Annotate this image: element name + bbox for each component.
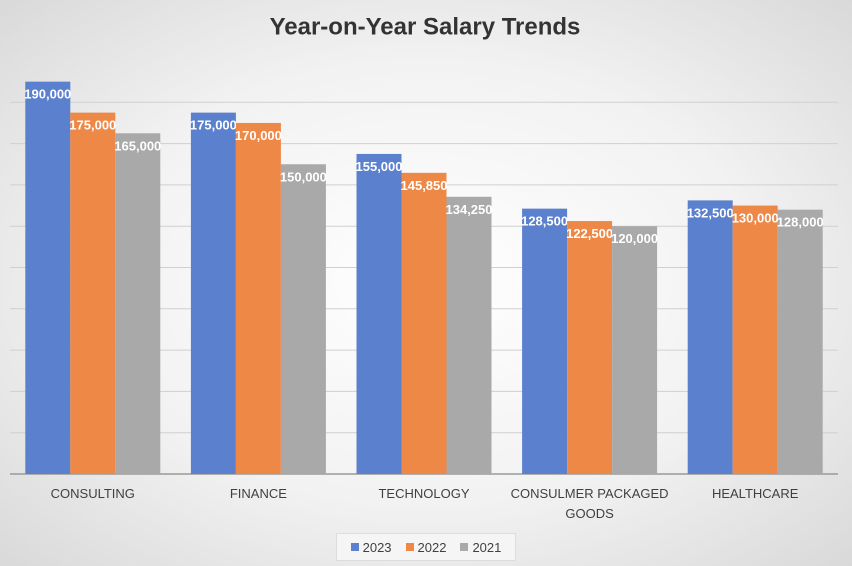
legend-swatch bbox=[350, 543, 359, 551]
data-label: 145,850 bbox=[401, 178, 448, 193]
bar bbox=[567, 221, 613, 474]
x-tick-label: FINANCE bbox=[229, 486, 287, 501]
data-label: 122,500 bbox=[566, 226, 613, 241]
bar bbox=[777, 209, 823, 474]
legend-item: 2023 bbox=[350, 539, 392, 555]
bar bbox=[522, 208, 568, 474]
legend-swatch bbox=[405, 543, 414, 551]
legend: 2023 2022 2021 bbox=[336, 533, 516, 561]
data-label: 128,000 bbox=[777, 215, 824, 230]
bar bbox=[25, 81, 71, 475]
data-label: 190,000 bbox=[24, 87, 71, 102]
data-label: 165,000 bbox=[114, 138, 161, 153]
data-label: 175,000 bbox=[190, 118, 237, 133]
data-label: 134,250 bbox=[446, 202, 493, 217]
data-label: 128,500 bbox=[521, 214, 568, 229]
bar bbox=[280, 164, 326, 474]
bar bbox=[235, 122, 281, 474]
bar bbox=[401, 172, 447, 474]
x-tick-label: CONSULMER PACKAGED GOODS bbox=[510, 486, 669, 521]
bar bbox=[356, 153, 402, 475]
data-label: 130,000 bbox=[732, 211, 779, 226]
legend-label: 2021 bbox=[472, 539, 502, 555]
data-label: 132,500 bbox=[687, 205, 734, 220]
legend-item: 2021 bbox=[460, 540, 501, 555]
x-tick-label: CONSULTING bbox=[50, 486, 135, 501]
legend-label: 2023 bbox=[362, 539, 392, 555]
legend-swatch bbox=[460, 543, 469, 551]
x-tick-label: HEALTHCARE bbox=[711, 486, 799, 501]
bar bbox=[115, 133, 161, 474]
chart-title: Year-on-Year Salary Trends bbox=[270, 13, 581, 40]
bar bbox=[612, 226, 658, 474]
bar bbox=[732, 205, 778, 475]
data-label: 155,000 bbox=[356, 159, 403, 174]
bar bbox=[70, 112, 116, 474]
data-label: 170,000 bbox=[235, 128, 282, 143]
x-tick-label: TECHNOLOGY bbox=[378, 486, 470, 501]
legend-item: 2022 bbox=[405, 539, 447, 555]
bar bbox=[190, 112, 236, 474]
data-label: 175,000 bbox=[69, 118, 116, 133]
bar bbox=[687, 200, 733, 474]
data-label: 120,000 bbox=[611, 231, 658, 246]
data-label: 150,000 bbox=[280, 169, 327, 184]
bar bbox=[446, 196, 492, 474]
legend-label: 2022 bbox=[417, 539, 447, 555]
